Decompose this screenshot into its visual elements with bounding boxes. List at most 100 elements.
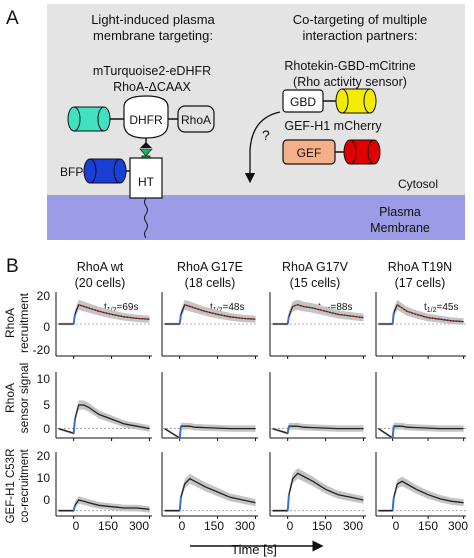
plot-r3-c3-activation-onset (286, 494, 290, 511)
row2-label-line1: RhoA (3, 383, 17, 413)
plot-r1-c2-activation-onset (178, 314, 182, 325)
plot-r2-c1-error-band (58, 400, 150, 435)
plot-r3-c2-activation-onset (178, 497, 182, 511)
col4-title: RhoA T19N (388, 260, 452, 274)
membrane-label-line2: Membrane (370, 221, 430, 235)
mturquoise-cylinder (67, 106, 111, 132)
column-headers: RhoA wt (20 cells) RhoA G17E (18 cells) … (75, 260, 453, 290)
plot-r2-c2-error-band (164, 422, 256, 440)
col3-title: RhoA G17V (282, 260, 349, 274)
question-mark: ? (262, 127, 270, 143)
col4-cells: (17 cells) (395, 276, 446, 290)
heading-left-line2: membrane targeting: (93, 28, 213, 43)
col3-xtick-150: 150 (312, 519, 332, 533)
row3-ytick-bot: 0 (43, 493, 50, 507)
x-tick-labels: 0 150 300 0 150 300 0 150 300 0 150 300 (73, 519, 469, 533)
row3-ytick-mid: 10 (37, 471, 51, 485)
plot-r1-c4-decay-fit (397, 304, 464, 323)
plot-r1-c3-decay-fit (292, 304, 364, 319)
plot-r3-c4-mean-line (378, 480, 464, 512)
rhoa-label: RhoA (181, 113, 211, 127)
plot-r3-c3-error-band (272, 468, 364, 512)
row3-label-line2: co-recruitment (19, 448, 31, 522)
plot-r3-c4-activation-onset (391, 497, 395, 511)
plot-r1-c2-decay-fit (184, 304, 256, 320)
col1-title: RhoA wt (77, 260, 124, 274)
col2-title: RhoA G17E (177, 260, 243, 274)
membrane-label-line1: Plasma (379, 205, 421, 219)
col2-cells: (18 cells) (185, 276, 236, 290)
construct-left-line2: RhoA-ΔCAAX (113, 80, 191, 94)
row1-ytick-mid: 0 (43, 320, 50, 334)
row-labels: RhoA recruitment RhoA sensor signal GEF-… (3, 292, 31, 523)
plot-grid (55, 292, 466, 519)
row3-label-line1: GEF-H1 C53R (5, 449, 17, 524)
row1-label-line1: RhoA (3, 308, 17, 338)
plot-r3-c3-mean-line (272, 472, 364, 512)
col1-xtick-300: 300 (129, 519, 149, 533)
y-tick-labels: 20 0 -20 10 5 0 20 10 0 (33, 289, 51, 507)
dhfr-label: DHFR (129, 113, 163, 127)
row1-label-line2: recruitment (17, 292, 31, 353)
heading-left-line1: Light-induced plasma (91, 12, 215, 27)
col4-xtick-300: 300 (448, 519, 468, 533)
plot-r1-c1-activation-onset (72, 314, 76, 325)
plot-r3-c4-error-band (378, 476, 464, 512)
gef-title: GEF-H1 mCherry (284, 119, 382, 133)
recruitment-arrow (244, 111, 281, 184)
heading-right-line2: interaction partners: (303, 28, 418, 43)
row1-ytick-top: 20 (37, 289, 51, 303)
plot-r1-c1-decay-fit (78, 304, 150, 320)
col1-cells: (20 cells) (75, 276, 126, 290)
bfp-cylinder (83, 158, 127, 184)
heading-right-line1: Co-targeting of multiple (293, 12, 427, 27)
col2-xtick-300: 300 (235, 519, 255, 533)
row1-ytick-bot: -20 (33, 343, 51, 357)
col2-xtick-150: 150 (204, 519, 224, 533)
col3-cells: (15 cells) (290, 276, 341, 290)
col4-xtick-0: 0 (393, 519, 400, 533)
panel-a: A Light-induced plasma membrane targetin… (6, 4, 465, 240)
plot-r3-c1-activation-onset (72, 505, 76, 511)
ht-box (129, 157, 163, 199)
dimer-arrowhead (140, 142, 152, 148)
time-axis-label: Time [s] (231, 542, 277, 557)
col1-xtick-150: 150 (98, 519, 118, 533)
row2-ytick-mid: 5 (43, 398, 50, 412)
mcitrine-cylinder (335, 88, 377, 114)
membrane-anchor (144, 197, 148, 239)
bfp-label: BFP (60, 165, 83, 179)
construct-right-line1: Rhotekin-GBD-mCitrine (284, 59, 415, 73)
plot-r1-c3-activation-onset (286, 315, 290, 325)
construct-right-line2: (Rho activity sensor) (293, 75, 407, 89)
panel-b: B RhoA wt (20 cells) RhoA G17E (18 cells… (3, 256, 468, 557)
row2-label-line2: sensor signal (17, 363, 31, 434)
plot-r3-c2-mean-line (164, 477, 256, 512)
plot-r3-c2-error-band (164, 473, 256, 512)
ht-label: HT (138, 175, 155, 189)
row3-ytick-top: 20 (37, 449, 51, 463)
construct-left-line1: mTurquoise2-eDHFR (93, 64, 211, 78)
col3-xtick-0: 0 (287, 519, 294, 533)
plot-r2-c2-activation-onset (178, 426, 182, 439)
plot-r1-c4-activation-onset (391, 312, 395, 325)
plot-r2-c4-error-band (378, 422, 464, 440)
plot-r2-c4-activation-onset (391, 426, 395, 439)
gef-label: GEF (297, 146, 322, 160)
rhoa-box (177, 105, 215, 133)
gbd-label: GBD (290, 95, 316, 109)
col4-xtick-150: 150 (418, 519, 438, 533)
col3-xtick-300: 300 (343, 519, 363, 533)
col2-xtick-0: 0 (179, 519, 186, 533)
mcherry-cylinder (343, 139, 381, 165)
plasma-membrane-band (47, 195, 465, 240)
cytosol-label: Cytosol (398, 177, 438, 191)
dhfr-shape (123, 95, 169, 139)
panel-a-letter: A (6, 8, 19, 29)
plot-r2-c3-activation-onset (286, 426, 290, 434)
panel-b-letter: B (6, 256, 19, 277)
plot-r2-c1-activation-onset (72, 419, 76, 434)
col4-t-half: t1/2=45s (424, 302, 458, 314)
ligand-triangle (139, 148, 153, 157)
